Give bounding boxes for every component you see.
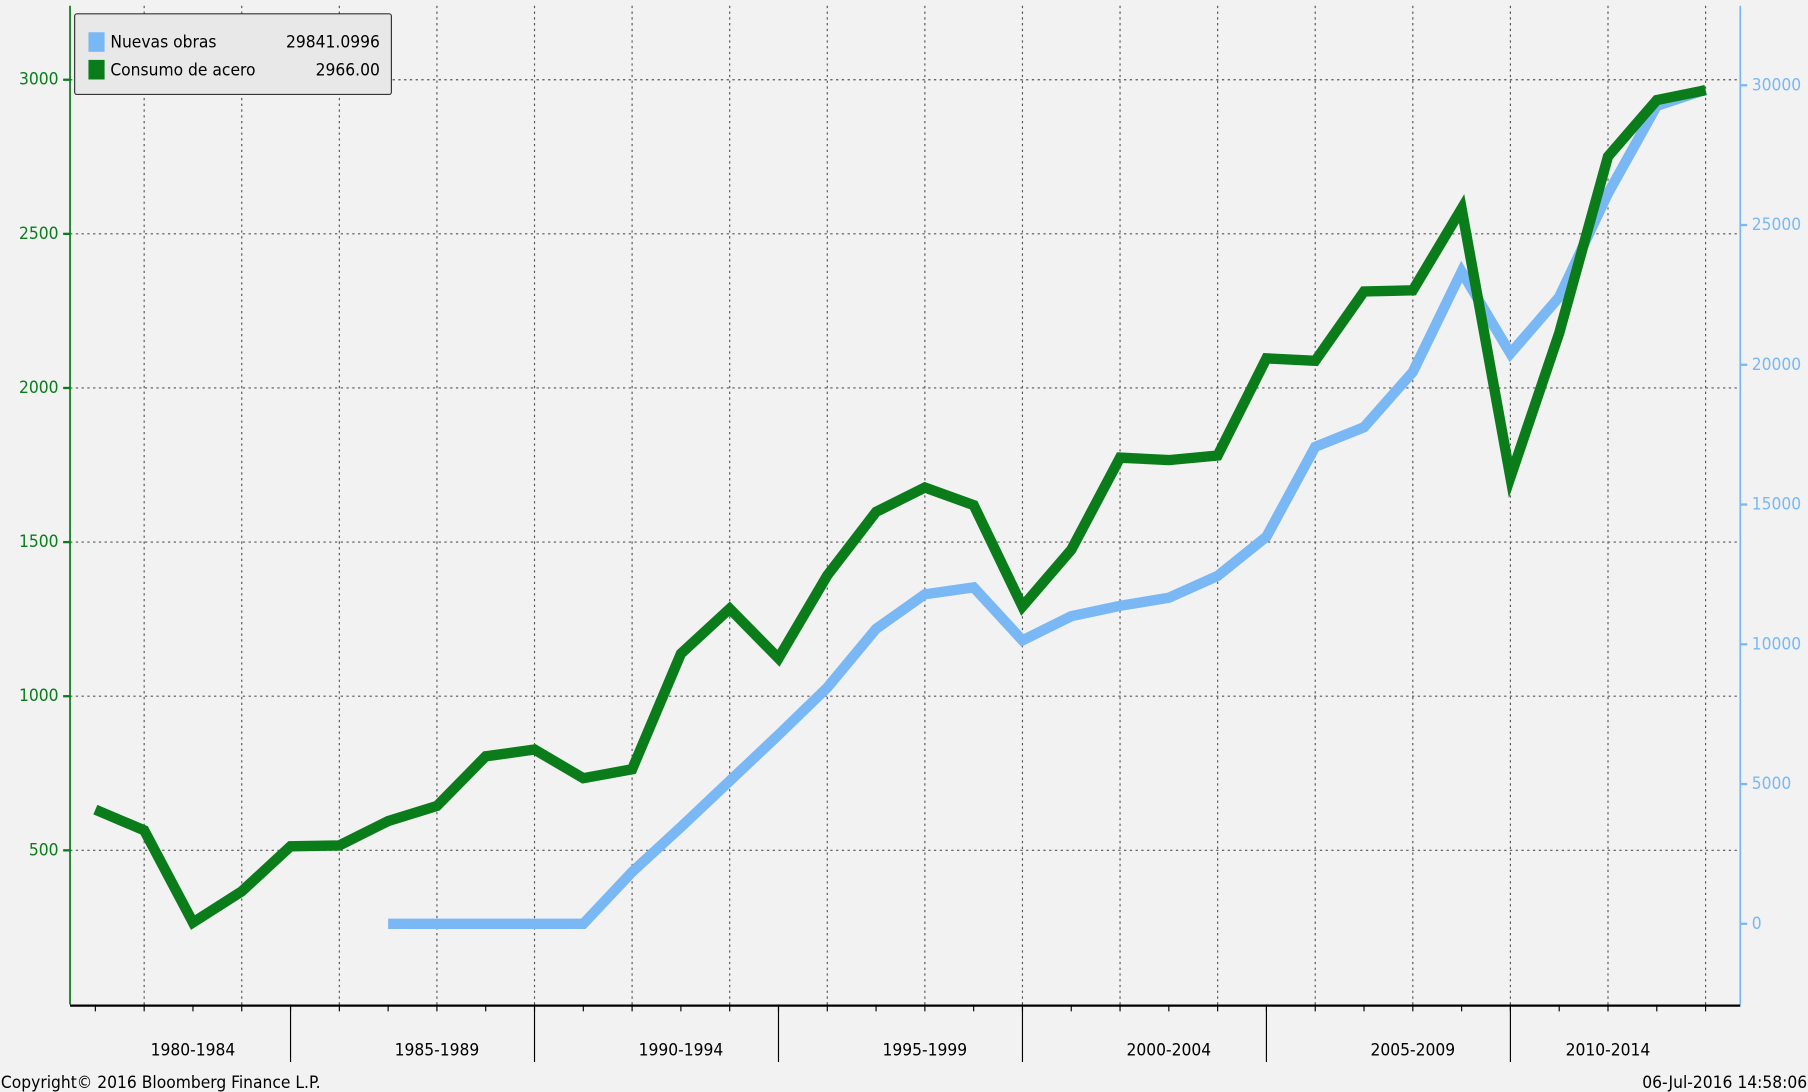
y-tick-label: 3000 <box>19 70 59 90</box>
x-tick-label: 1985-1989 <box>395 1041 480 1061</box>
y2-tick-label: 25000 <box>1752 215 1801 235</box>
y2-tick-label: 0 <box>1752 914 1762 934</box>
y-tick-label: 1000 <box>19 686 59 706</box>
legend-box <box>74 13 392 96</box>
series-line <box>93 85 1707 930</box>
legend-swatch <box>88 32 105 52</box>
y2-tick-label: 20000 <box>1752 355 1801 375</box>
legend: Nuevas obras 29841.0996 Consumo de acero 29… <box>74 13 392 96</box>
lines <box>93 84 1708 930</box>
legend-value: 2966.00 <box>316 60 380 80</box>
x-tick-label: 1990-1994 <box>639 1041 724 1061</box>
series-line <box>388 84 1708 929</box>
x-tick-label: 1995-1999 <box>883 1041 968 1061</box>
x-tick-label: 1980-1984 <box>151 1041 236 1061</box>
footer-left: Copyright© 2016 Bloomberg Finance L.P. <box>1 1073 321 1092</box>
y-tick-label: 1500 <box>19 532 59 552</box>
y-tick-label: 2500 <box>19 224 59 244</box>
legend-value: 29841.0996 <box>286 33 380 53</box>
y2-tick-label: 30000 <box>1752 75 1801 95</box>
x-tick-label: 2000-2004 <box>1127 1041 1212 1061</box>
y2-tick-label: 5000 <box>1752 774 1792 794</box>
y2-tick-label: 15000 <box>1752 495 1801 515</box>
footer-right: 06-Jul-2016 14:58:06 <box>1642 1073 1807 1092</box>
y2-tick-label: 10000 <box>1752 634 1801 654</box>
legend-swatch <box>88 59 105 80</box>
y-tick-label: 2000 <box>19 378 59 398</box>
x-tick-label: 2010-2014 <box>1566 1041 1651 1061</box>
y-tick-label: 500 <box>29 840 59 860</box>
x-tick-label: 2005-2009 <box>1370 1041 1455 1061</box>
legend-label: Nuevas obras <box>110 33 216 53</box>
legend-label: Consumo de acero <box>110 60 255 80</box>
